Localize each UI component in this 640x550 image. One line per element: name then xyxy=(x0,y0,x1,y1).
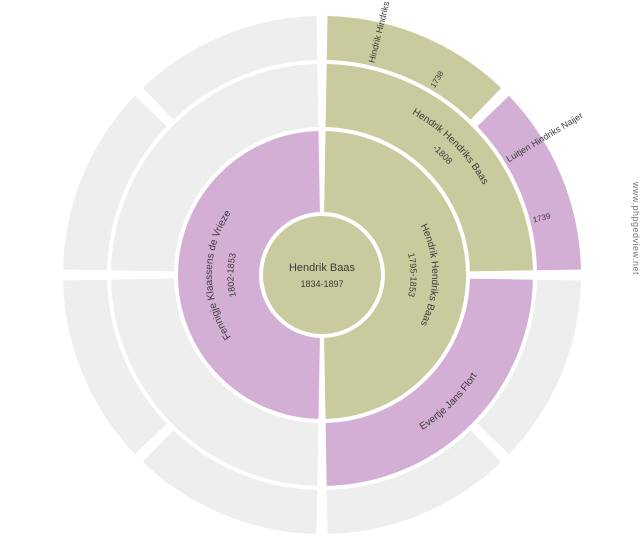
svg-text:1834-1897: 1834-1897 xyxy=(300,279,343,289)
watermark-text: www.phpgedview.net xyxy=(631,182,640,275)
fan-chart: Hendrik Baas1834-1897Hendrik Hendriks Ba… xyxy=(0,0,640,550)
svg-text:Hendrik Baas: Hendrik Baas xyxy=(289,262,356,274)
